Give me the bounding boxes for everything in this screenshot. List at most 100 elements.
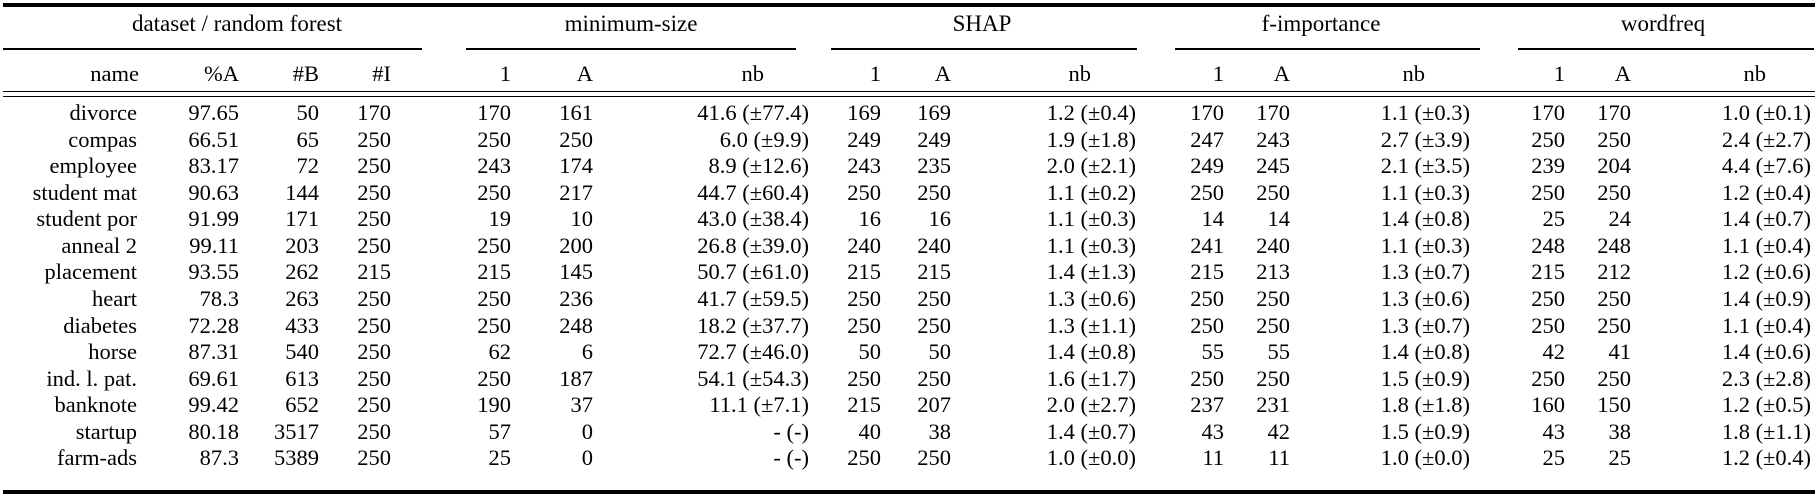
cell-wf-nb: 1.2 (±0.6): [1721, 259, 1812, 285]
cell-fimp-1: 14: [1201, 206, 1225, 232]
cell-wf-1: 250: [1531, 312, 1566, 338]
table-row: farm-ads 87.3 5389 250 25 0- (-) 250 250 1.0 (±0…: [3, 445, 1815, 472]
cell-wf-A: 25: [1608, 445, 1632, 471]
cell-wf-nb: 1.1 (±0.4): [1721, 312, 1812, 338]
cell-numI: 250: [357, 206, 391, 232]
cell-shap-A: 215: [917, 259, 952, 285]
table-row: divorce 97.65 50 170 170 161 41.6 (±77.4) 169 16…: [3, 100, 1815, 127]
column-header-ms-1: 1: [499, 61, 511, 87]
cell-ms-A: 6: [581, 339, 593, 365]
cell-wf-nb: 1.2 (±0.4): [1721, 179, 1812, 205]
rule-bottom: [3, 489, 1815, 494]
cell-fimp-A: 250: [1256, 365, 1291, 391]
cell-shap-A: 250: [917, 179, 952, 205]
group-header: f-importance: [1261, 10, 1381, 36]
cell-wf-nb: 1.2 (±0.4): [1721, 445, 1812, 471]
column-header-fimp-A: A: [1273, 61, 1291, 87]
cell-wf-nb: 2.3 (±2.8): [1721, 365, 1812, 391]
group-header: SHAP: [952, 10, 1012, 36]
cell-ms-1: 250: [477, 126, 511, 152]
cell-shap-A: 169: [917, 100, 952, 126]
cell-fimp-nb: 1.5 (±0.9): [1380, 418, 1471, 444]
cell-fimp-nb: 2.7 (±3.9): [1380, 126, 1471, 152]
cell-pctA: 97.65: [188, 100, 239, 126]
column-header-numI: #I: [372, 61, 391, 87]
cell-shap-1: 243: [847, 153, 882, 179]
cell-fimp-A: 55: [1267, 339, 1291, 365]
cell-fimp-A: 243: [1256, 126, 1291, 152]
cell-wf-nb: 2.4 (±2.7): [1721, 126, 1812, 152]
cell-name: student por: [36, 206, 137, 232]
cell-wf-1: 250: [1531, 126, 1566, 152]
cell-numI: 250: [357, 312, 391, 338]
group-header: wordfreq: [1620, 10, 1706, 36]
cell-numB: 613: [285, 365, 319, 391]
cell-ms-A: 217: [559, 179, 593, 205]
cell-wf-1: 250: [1531, 179, 1566, 205]
cell-wf-nb: 1.0 (±0.1): [1721, 100, 1812, 126]
cell-fimp-nb: 1.3 (±0.6): [1380, 285, 1471, 311]
cell-pctA: 72.28: [188, 312, 239, 338]
cell-ms-1: 250: [477, 179, 511, 205]
cell-shap-nb: 1.6 (±1.7): [1046, 365, 1137, 391]
cell-ms-1: 250: [477, 232, 511, 258]
cell-shap-A: 250: [917, 365, 952, 391]
cell-fimp-A: 250: [1256, 179, 1291, 205]
table-row: employee 83.17 72 250 243 174 8.9 (±12.6) 243 23…: [3, 153, 1815, 180]
cell-pctA: 99.42: [188, 392, 239, 418]
column-header-shap-nb: nb: [1068, 61, 1092, 87]
column-header-numB: #B: [292, 61, 319, 87]
cell-fimp-A: 240: [1256, 232, 1291, 258]
column-header-ms-A: A: [576, 61, 593, 87]
cell-ms-nb: 72.7 (±46.0): [697, 339, 810, 365]
cell-shap-nb: 1.1 (±0.3): [1046, 232, 1137, 258]
cell-wf-1: 43: [1542, 418, 1566, 444]
cell-fimp-A: 170: [1256, 100, 1291, 126]
column-header-name: name: [90, 61, 139, 87]
cell-numI: 250: [357, 339, 391, 365]
cell-ms-nb: - (-): [773, 418, 810, 444]
cell-wf-1: 239: [1531, 153, 1566, 179]
cell-wf-A: 150: [1597, 392, 1632, 418]
cell-ms-nb: 11.1 (±7.1): [709, 392, 810, 418]
group-rule-wordfreq: [1518, 48, 1814, 50]
cell-numB: 5389: [274, 445, 319, 471]
cell-fimp-1: 247: [1190, 126, 1225, 152]
cell-ms-nb: 41.7 (±59.5): [697, 285, 810, 311]
table-row: student por 91.99 171 250 19 10 43.0 (±38.4) 16…: [3, 206, 1815, 233]
cell-ms-A: 37: [570, 392, 594, 418]
cell-shap-1: 215: [847, 259, 882, 285]
table-row: heart 78.3 263 250 250 236 41.7 (±59.5) 250 250 1…: [3, 286, 1815, 313]
cell-fimp-nb: 1.0 (±0.0): [1380, 445, 1471, 471]
cell-shap-1: 249: [847, 126, 882, 152]
cell-wf-nb: 1.1 (±0.4): [1721, 232, 1812, 258]
cell-wf-A: 248: [1597, 232, 1632, 258]
cell-shap-A: 240: [917, 232, 952, 258]
cell-ms-nb: - (-): [773, 445, 810, 471]
cell-shap-1: 169: [847, 100, 882, 126]
cell-fimp-1: 249: [1190, 153, 1225, 179]
cell-wf-A: 250: [1597, 285, 1632, 311]
group-header: dataset / random forest: [131, 10, 343, 36]
cell-wf-A: 24: [1608, 206, 1632, 232]
cell-numI: 250: [357, 445, 391, 471]
cell-name: employee: [49, 153, 137, 179]
cell-wf-A: 170: [1597, 100, 1632, 126]
cell-ms-A: 236: [559, 285, 593, 311]
cell-shap-1: 215: [847, 392, 882, 418]
column-header-fimp-1: 1: [1212, 61, 1225, 87]
cell-fimp-1: 55: [1201, 339, 1225, 365]
cell-fimp-nb: 1.1 (±0.3): [1380, 179, 1471, 205]
cell-wf-A: 38: [1608, 418, 1632, 444]
cell-ms-1: 250: [477, 365, 511, 391]
table-row: banknote 99.42 652 250 190 37 11.1 (±7.1) 215 20…: [3, 392, 1815, 419]
cell-shap-nb: 1.4 (±1.3): [1046, 259, 1137, 285]
cell-shap-nb: 1.0 (±0.0): [1046, 445, 1137, 471]
table-row: compas 66.51 65 250 250 250 6.0 (±9.9) 249 249 1.…: [3, 127, 1815, 154]
cell-wf-1: 250: [1531, 285, 1566, 311]
cell-name: divorce: [69, 100, 137, 126]
cell-name: horse: [88, 339, 137, 365]
cell-fimp-nb: 1.3 (±0.7): [1380, 312, 1471, 338]
cell-wf-A: 250: [1597, 126, 1632, 152]
